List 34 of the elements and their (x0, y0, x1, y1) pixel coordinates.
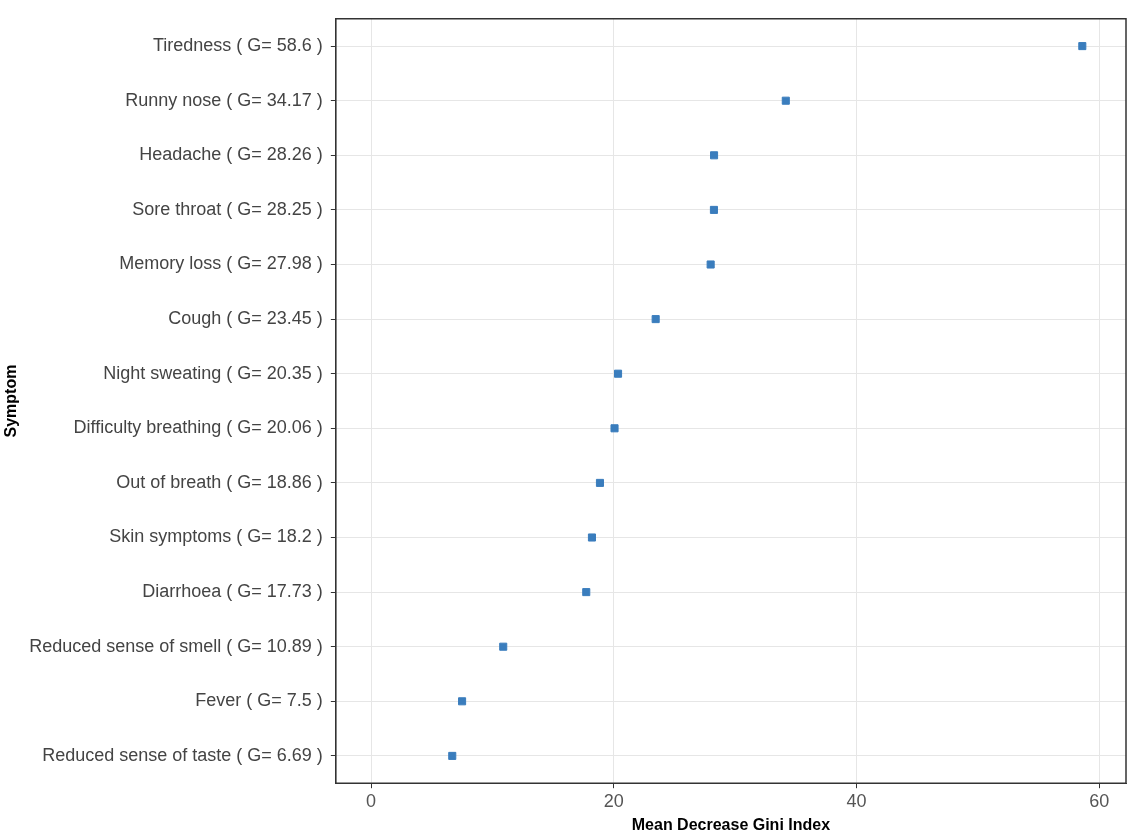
point (781, 96, 790, 105)
x-tick-label: 40 (846, 790, 867, 811)
point (709, 205, 718, 214)
point (587, 533, 596, 542)
point (499, 642, 508, 651)
y-tick-label: Headache ( G= 28.26 ) (139, 144, 323, 165)
y-tick-label: Skin symptoms ( G= 18.2 ) (109, 526, 323, 547)
point (651, 315, 660, 324)
x-tick-label: 20 (603, 790, 624, 811)
y-tick-label: Difficulty breathing ( G= 20.06 ) (73, 417, 323, 438)
y-tick-label: Cough ( G= 23.45 ) (168, 308, 323, 329)
y-tick-label: Out of breath ( G= 18.86 ) (116, 471, 323, 492)
y-axis-title: Symptom (2, 364, 20, 438)
y-tick-label: Tiredness ( G= 58.6 ) (152, 35, 323, 56)
point (595, 478, 604, 487)
y-tick-label: Diarrhoea ( G= 17.73 ) (142, 581, 323, 602)
point (458, 697, 467, 706)
y-tick-label: Fever ( G= 7.5 ) (195, 690, 323, 711)
x-tick-label: 60 (1089, 790, 1110, 811)
x-tick-label: 0 (366, 790, 377, 811)
y-tick-label: Memory loss ( G= 27.98 ) (119, 253, 323, 274)
x-axis-title: Mean Decrease Gini Index (631, 815, 831, 833)
point (706, 260, 715, 269)
y-tick-label: Sore throat ( G= 28.25 ) (132, 198, 323, 219)
point (448, 751, 457, 760)
y-tick-label: Night sweating ( G= 20.35 ) (103, 362, 323, 383)
point (614, 369, 623, 378)
y-tick-label: Reduced sense of taste ( G= 6.69 ) (42, 744, 323, 765)
point (1078, 42, 1087, 51)
point (610, 424, 619, 433)
point (582, 588, 591, 597)
y-tick-label: Runny nose ( G= 34.17 ) (125, 89, 323, 110)
point (710, 151, 719, 160)
y-tick-label: Reduced sense of smell ( G= 10.89 ) (29, 635, 323, 656)
